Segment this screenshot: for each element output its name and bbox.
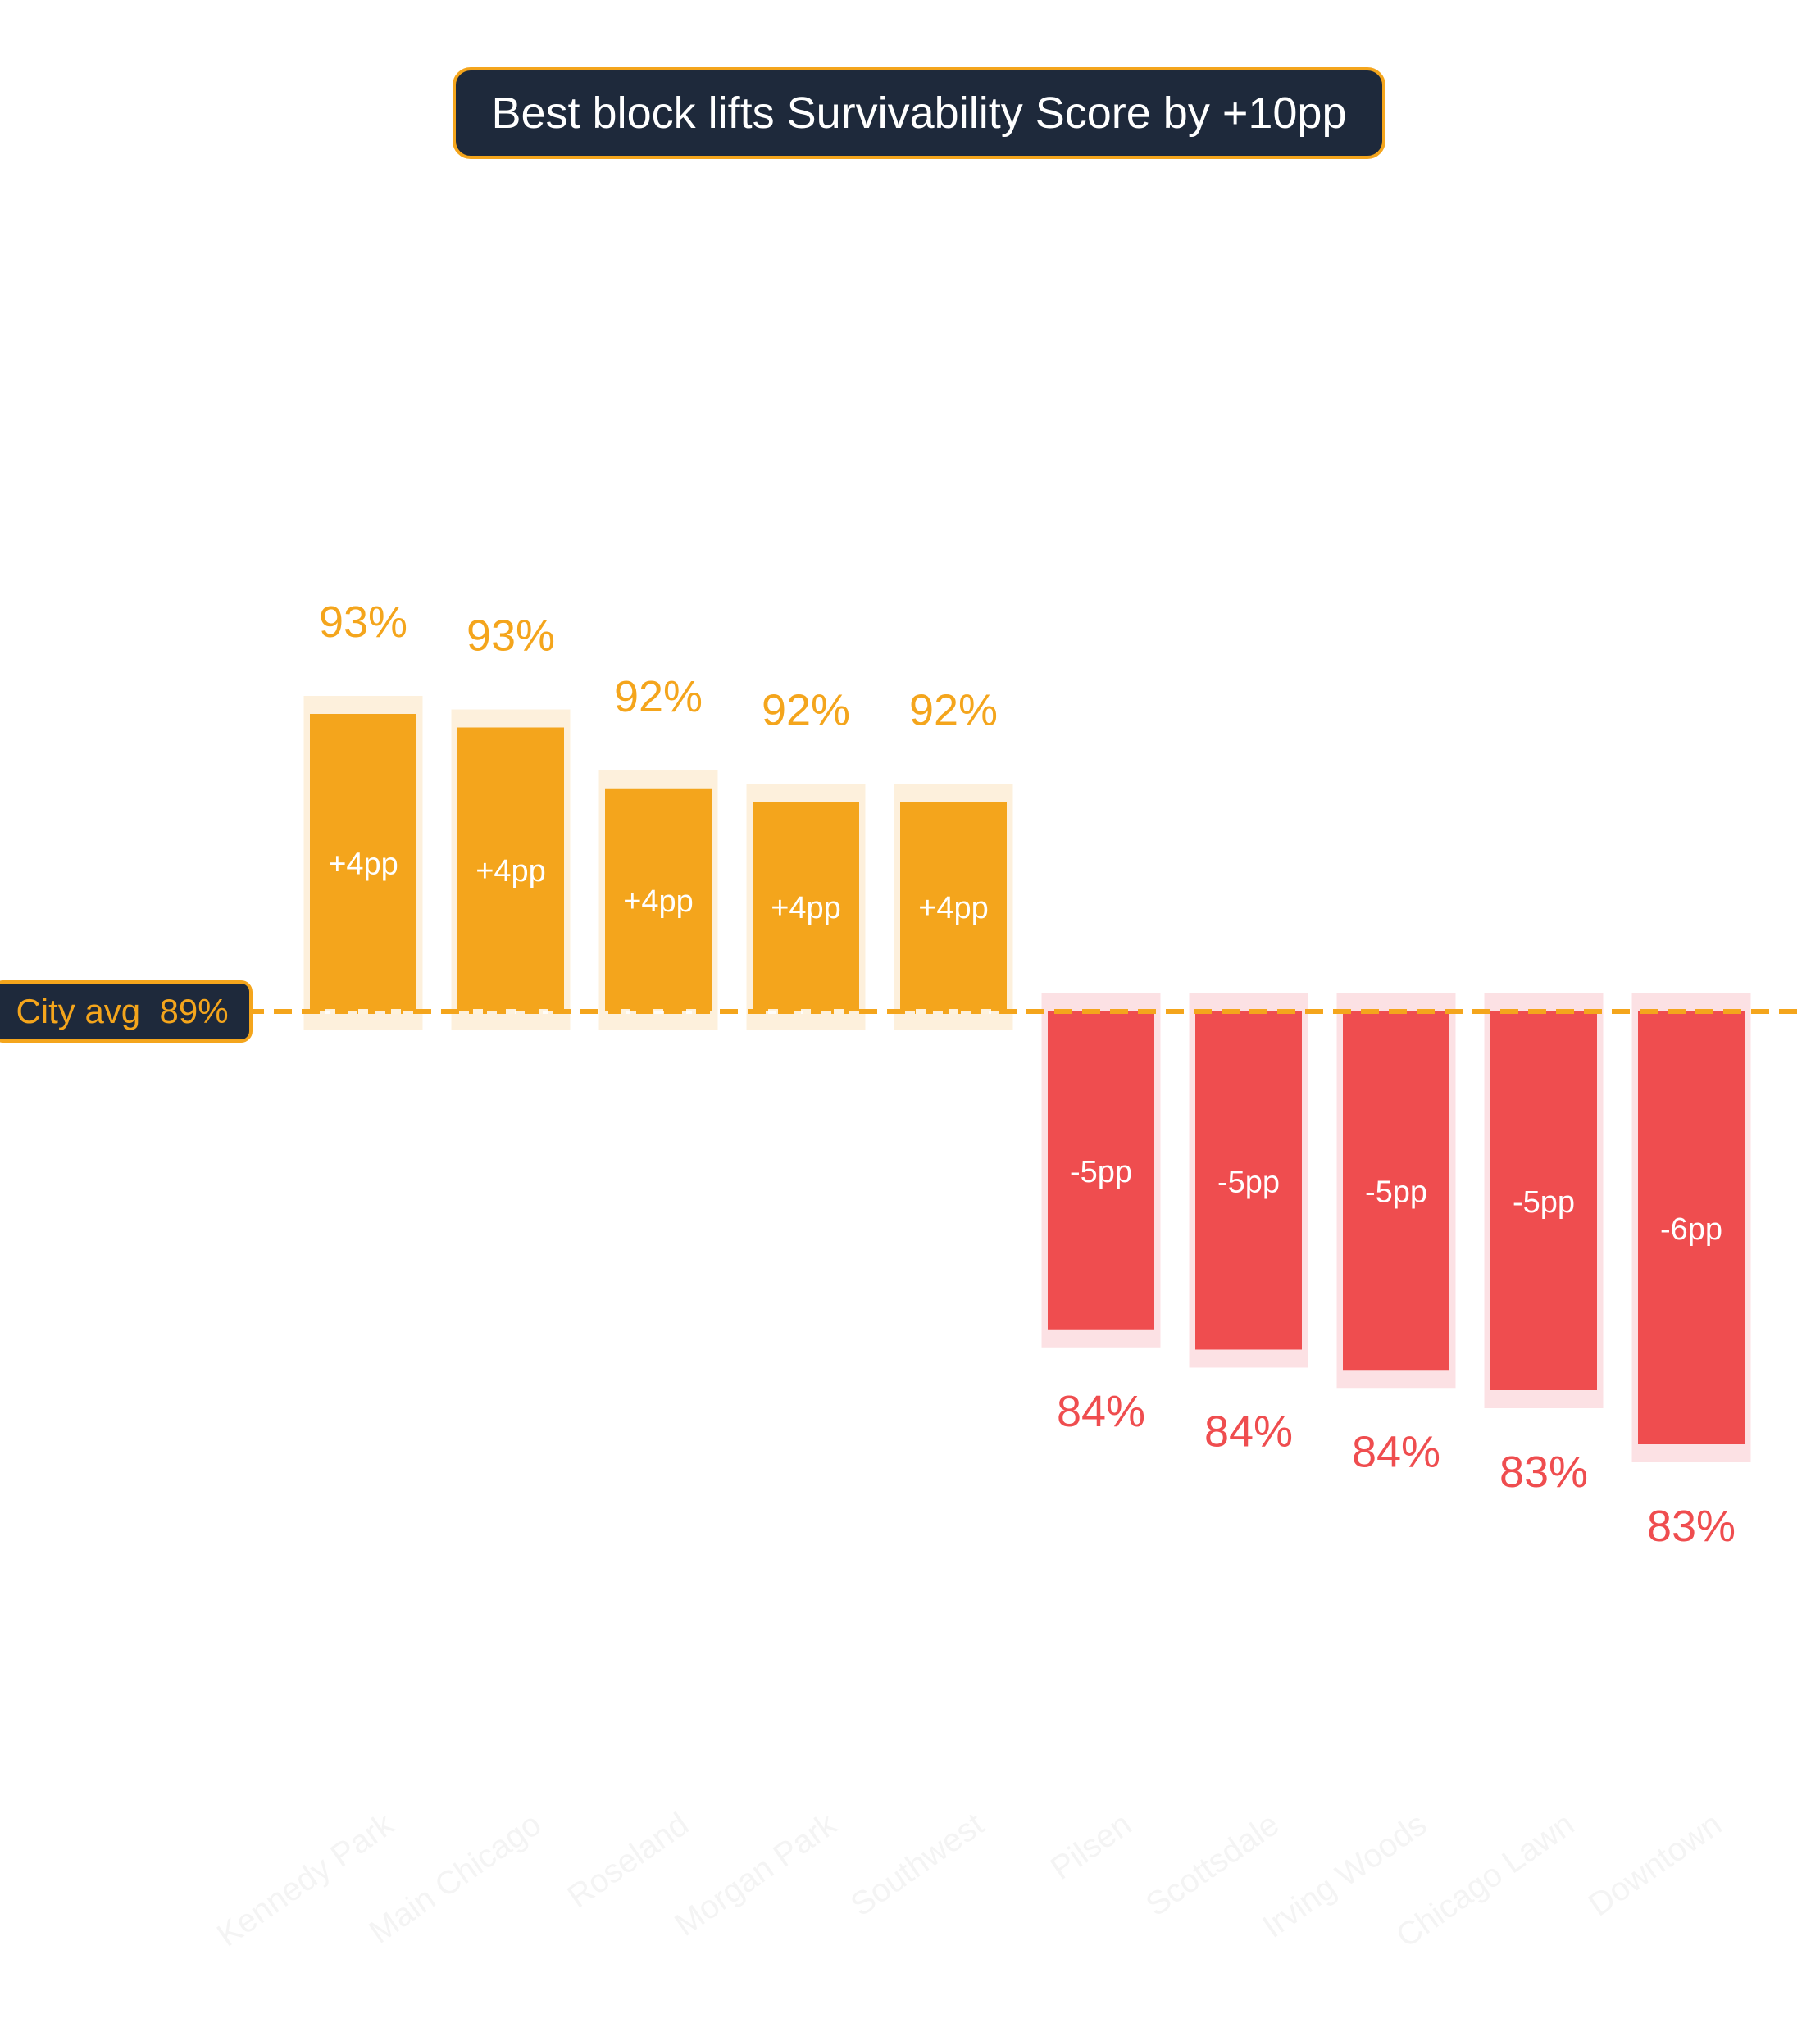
delta-labels: +4pp +4pp +4pp +4pp +4pp -5pp -5pp -5pp -5pp -6pp (328, 848, 1722, 1248)
value-label: 83% (1499, 1448, 1588, 1497)
bar-baseline-tick (801, 1009, 811, 1014)
bar-pilsen (1048, 1011, 1154, 1330)
bar-baseline-tick (358, 1009, 368, 1014)
delta-label: -5pp (1513, 1185, 1575, 1220)
category-label: Roseland (561, 1806, 695, 1915)
delta-label: -5pp (1365, 1175, 1427, 1210)
bar-kennedy-park (310, 714, 416, 1011)
bar-baseline-tick (949, 1009, 958, 1014)
bar-main-chicago (457, 727, 564, 1011)
delta-label: +4pp (328, 848, 398, 882)
bar-baseline-tick (653, 1009, 663, 1014)
chart-title: Best block lifts Survivability Score by … (491, 89, 1347, 138)
bar-morgan-park (753, 802, 859, 1011)
bar-baseline-tick (916, 1009, 926, 1014)
value-labels: 93% 93% 92% 92% 92% 84% 84% 84% 83% 83% (319, 598, 1736, 1551)
bar-baseline-tick (768, 1009, 778, 1014)
bar-baseline-tick (621, 1009, 630, 1014)
category-label: Scottsdale (1140, 1806, 1285, 1923)
bar-baseline-tick (834, 1009, 844, 1014)
value-label: 84% (1057, 1387, 1145, 1436)
bar-baseline-tick (473, 1009, 483, 1014)
value-label: 83% (1647, 1502, 1736, 1551)
bars (310, 714, 1745, 1444)
value-label: 93% (319, 598, 407, 647)
bar-baseline-tick (506, 1009, 516, 1014)
bar-baseline-tick (539, 1009, 548, 1014)
bar-baseline-tick (391, 1009, 401, 1014)
category-label: Morgan Park (668, 1806, 844, 1943)
city-average-label: City avg 89% (16, 992, 229, 1030)
bar-baseline-ticks (325, 1009, 991, 1014)
delta-label: +4pp (918, 891, 989, 925)
delta-label: -5pp (1217, 1165, 1280, 1199)
bar-southwest (900, 802, 1007, 1011)
bar-baseline-tick (981, 1009, 991, 1014)
bar-scottsdale (1195, 1011, 1302, 1350)
bar-baseline-tick (686, 1009, 696, 1014)
bar-irving-woods (1343, 1011, 1449, 1371)
delta-label: +4pp (771, 891, 841, 925)
value-label: 84% (1352, 1427, 1440, 1476)
delta-label: +4pp (623, 884, 694, 919)
delta-label: -6pp (1660, 1212, 1722, 1247)
delta-label: -5pp (1070, 1155, 1132, 1189)
chart-title-box: Best block lifts Survivability Score by … (453, 67, 1385, 159)
value-label: 93% (466, 611, 555, 661)
value-label: 92% (614, 672, 703, 721)
category-label: Southwest (844, 1806, 990, 1923)
category-label: Pilsen (1044, 1806, 1138, 1887)
bar-roseland (605, 788, 712, 1011)
value-label: 92% (762, 685, 850, 734)
city-average-badge: City avg 89% (0, 980, 253, 1043)
delta-label: +4pp (475, 854, 546, 889)
category-label: Downtown (1582, 1806, 1728, 1923)
value-label: 92% (909, 685, 998, 734)
value-label: 84% (1204, 1407, 1293, 1457)
bar-downtown (1638, 1011, 1745, 1444)
bar-baseline-tick (325, 1009, 335, 1014)
bar-chicago-lawn (1490, 1011, 1597, 1390)
